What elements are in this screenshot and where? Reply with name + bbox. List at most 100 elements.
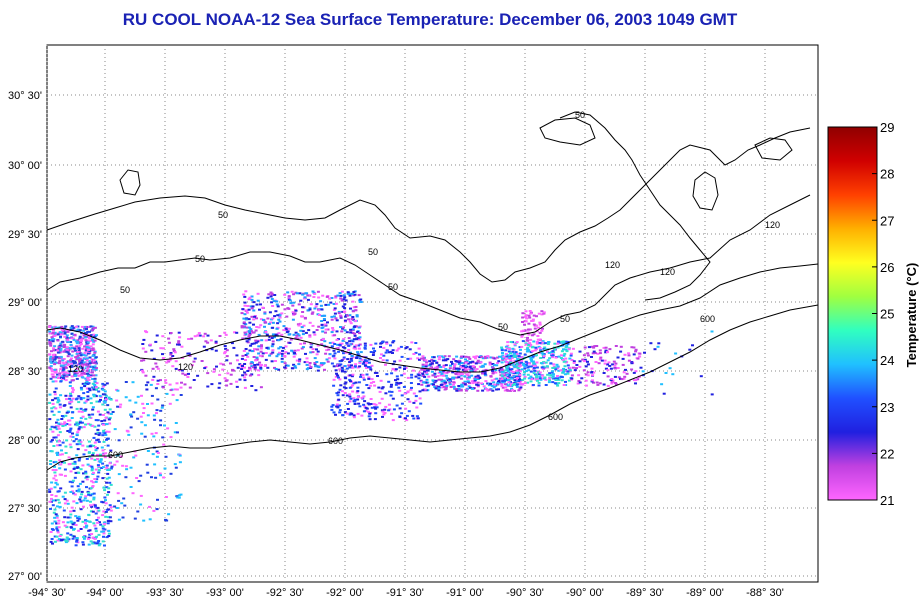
sst-pixel [548,372,552,375]
sst-pixel [223,331,227,334]
sst-pixel [67,374,71,376]
sst-pixel [598,349,602,352]
sst-pixel [431,379,435,382]
sst-pixel [271,349,275,352]
sst-pixel [548,357,552,360]
sst-pixel [451,371,455,374]
sst-pixel [99,398,102,401]
sst-pixel [175,388,179,391]
sst-pixel [65,536,69,539]
sst-pixel [238,363,242,366]
sst-pixel [85,387,89,390]
sst-pixel [56,531,60,534]
sst-pixel [72,527,76,530]
sst-pixel [291,311,295,314]
sst-pixel [78,498,82,501]
sst-pixel [414,375,418,378]
sst-pixel [252,318,256,321]
sst-pixel [70,400,74,403]
sst-pixel [513,375,516,378]
sst-pixel [482,385,486,388]
sst-pixel [348,374,352,377]
sst-pixel [69,366,73,368]
sst-pixel [162,443,166,446]
sst-pixel [287,295,291,298]
sst-pixel [328,341,332,344]
sst-pixel [103,432,107,435]
sst-pixel [363,405,367,408]
sst-pixel [459,374,463,377]
sst-pixel [395,349,399,352]
sst-pixel [448,381,452,384]
sst-pixel [51,375,55,378]
colorbar-label: Temperature (°C) [904,263,919,368]
sst-pixel [338,344,342,347]
sst-pixel [381,415,384,418]
sst-pixel [513,352,517,355]
sst-pixel [333,307,337,310]
sst-pixel [398,407,402,410]
sst-pixel [85,341,89,344]
contour-label: 120 [178,362,193,372]
sst-pixel [527,314,531,317]
sst-pixel [59,533,63,536]
sst-pixel [248,349,252,352]
sst-pixel [131,381,135,384]
sst-pixel [348,378,352,381]
x-tick-label: -92° 30' [266,587,304,599]
sst-pixel [255,358,259,361]
sst-pixel [137,480,141,483]
sst-pixel [621,363,625,366]
sst-pixel [387,403,391,406]
sst-pixel [53,471,57,474]
sst-pixel [309,346,313,349]
sst-pixel [522,373,526,376]
sst-pixel [79,496,83,499]
sst-pixel [71,490,75,493]
sst-pixel [267,293,271,296]
sst-pixel [286,364,290,367]
sst-pixel [255,356,259,359]
sst-pixel [70,485,74,488]
sst-pixel [520,359,524,362]
sst-pixel [292,293,296,296]
sst-pixel [340,299,344,302]
sst-pixel [81,382,85,385]
sst-pixel [338,409,342,412]
sst-pixel [90,533,94,535]
sst-pixel [159,379,162,382]
sst-pixel [54,326,58,329]
sst-pixel [81,347,85,350]
sst-pixel [506,384,510,387]
sst-pixel [335,372,338,375]
sst-pixel [107,529,111,532]
sst-pixel [116,405,120,408]
sst-pixel [313,292,317,295]
sst-pixel [217,386,221,389]
sst-pixel [52,406,56,409]
sst-pixel [70,332,74,335]
sst-pixel [460,355,463,358]
sst-pixel [90,365,94,368]
sst-pixel [56,351,60,354]
sst-pixel [73,493,77,496]
sst-pixel [425,373,429,376]
sst-pixel [108,456,112,459]
sst-pixel [90,360,93,363]
sst-pixel [55,505,59,508]
sst-pixel [59,342,63,345]
sst-pixel [354,344,358,347]
sst-pixel [342,356,346,359]
sst-pixel [452,381,456,384]
sst-pixel [97,433,101,436]
sst-pixel [51,380,55,383]
sst-pixel [225,379,229,382]
sst-pixel [93,542,96,545]
sst-pixel [78,426,82,429]
sst-pixel [370,406,374,409]
sst-pixel [52,511,56,514]
sst-pixel [516,357,520,360]
x-tick-label: -89° 00' [686,587,724,599]
sst-pixel [576,382,580,385]
sst-pixel [259,386,263,389]
